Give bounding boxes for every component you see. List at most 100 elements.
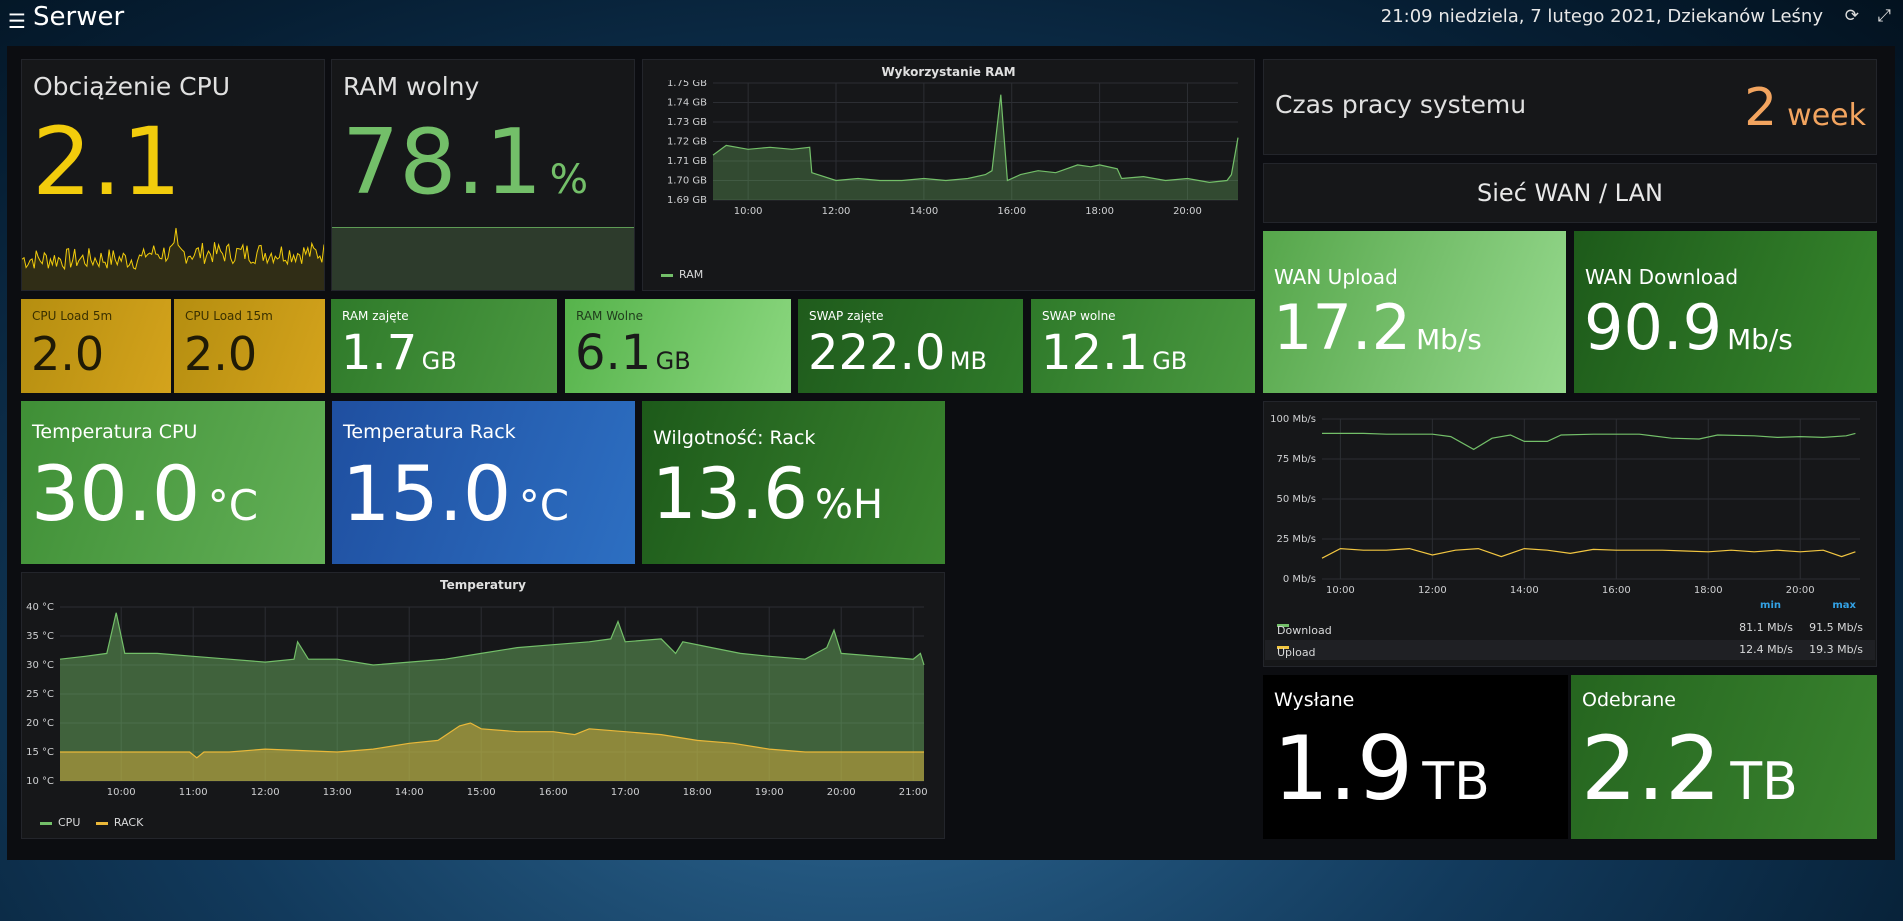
ram-free-gb-value: 6.1 GB xyxy=(575,325,691,381)
wan-download-panel[interactable]: WAN Download 90.9 Mb/s xyxy=(1574,231,1877,393)
temp-cpu-value: 30.0 °C xyxy=(31,449,258,538)
uptime-panel[interactable]: Czas pracy systemu 2 week xyxy=(1263,59,1877,155)
temp-line-cpu xyxy=(59,612,925,666)
swap-used-unit: MB xyxy=(949,347,987,375)
ram-ytick-label: 1.75 GB xyxy=(667,80,707,89)
ram-line-ram xyxy=(712,94,1239,184)
received-value: 2.2 TB xyxy=(1581,717,1798,820)
wan-download-value: 90.9 Mb/s xyxy=(1584,291,1793,364)
ram-ytick-label: 1.71 GB xyxy=(667,156,707,167)
network-xtick-label: 16:00 xyxy=(1602,585,1631,596)
ram-free-unit: % xyxy=(549,155,589,203)
temp-ytick-label: 35 °C xyxy=(26,631,54,642)
temp-ytick-label: 25 °C xyxy=(26,689,54,700)
legend-min-header[interactable]: min xyxy=(1760,600,1781,611)
temp-cpu-panel[interactable]: Temperatura CPU 30.0 °C xyxy=(21,401,325,564)
sent-value: 1.9 TB xyxy=(1273,717,1490,820)
temp-xtick-label: 21:00 xyxy=(899,787,928,798)
temp-cpu-number: 30.0 xyxy=(31,449,201,538)
ram-usage-legend-item[interactable]: RAM xyxy=(661,268,703,281)
humidity-rack-value: 13.6 %H xyxy=(652,453,883,535)
temperatures-legend: CPU RACK xyxy=(40,816,143,829)
swap-free-panel[interactable]: SWAP wolne 12.1 GB xyxy=(1031,299,1255,393)
temp-cpu-title: Temperatura CPU xyxy=(32,421,198,443)
network-header-panel: Sieć WAN / LAN xyxy=(1263,163,1877,223)
ram-used-value: 1.7 GB xyxy=(341,325,457,381)
ram-used-panel[interactable]: RAM zajęte 1.7 GB xyxy=(331,299,557,393)
network-ytick-label: 25 Mb/s xyxy=(1277,534,1316,545)
network-chart-panel[interactable]: 0 Mb/s 25 Mb/s 50 Mb/s 75 Mb/s 100 Mb/s 10:00… xyxy=(1263,401,1877,667)
wan-upload-panel[interactable]: WAN Upload 17.2 Mb/s xyxy=(1263,231,1566,393)
network-xtick-label: 18:00 xyxy=(1694,585,1723,596)
ram-xtick-label: 12:00 xyxy=(822,206,851,217)
cpu-load-title: Obciążenie CPU xyxy=(33,72,231,101)
uptime-value: 2 week xyxy=(1744,78,1866,138)
sent-title: Wysłane xyxy=(1274,689,1355,711)
temp-xtick-label: 17:00 xyxy=(611,787,640,798)
ram-xtick-label: 20:00 xyxy=(1173,206,1202,217)
ram-ytick-label: 1.74 GB xyxy=(667,98,707,109)
temp-rack-value: 15.0 °C xyxy=(342,449,569,538)
network-ytick-label: 100 Mb/s xyxy=(1270,414,1316,425)
ram-ytick-label: 1.69 GB xyxy=(667,195,707,206)
cpu-load-15m-panel[interactable]: CPU Load 15m 2.0 xyxy=(174,299,325,393)
swap-free-unit: GB xyxy=(1152,347,1188,375)
temp-rack-panel[interactable]: Temperatura Rack 15.0 °C xyxy=(332,401,635,564)
cpu-load-value: 2.1 xyxy=(32,108,182,217)
network-xtick-label: 12:00 xyxy=(1418,585,1447,596)
refresh-icon[interactable]: ⟳ xyxy=(1844,6,1859,26)
wan-upload-title: WAN Upload xyxy=(1274,265,1398,289)
sent-number: 1.9 xyxy=(1273,717,1413,820)
temp-xtick-label: 15:00 xyxy=(467,787,496,798)
legend-row-download[interactable]: Download 81.1 Mb/s 91.5 Mb/s xyxy=(1277,621,1863,637)
temp-area-rack xyxy=(60,723,924,781)
ram-used-title: RAM zajęte xyxy=(342,309,409,323)
swap-free-number: 12.1 xyxy=(1041,325,1148,381)
dashboard-title[interactable]: Serwer xyxy=(33,2,125,32)
uptime-unit: week xyxy=(1787,98,1866,133)
wan-upload-number: 17.2 xyxy=(1273,291,1412,364)
legend-item-rack[interactable]: RACK xyxy=(95,816,143,829)
temperatures-chart: 10 °C 15 °C 20 °C 25 °C 30 °C 35 °C 40 °C 10:00… xyxy=(26,602,928,798)
legend-max-header[interactable]: max xyxy=(1832,600,1856,611)
network-header-title: Sieć WAN / LAN xyxy=(1477,179,1663,207)
ram-xtick-label: 16:00 xyxy=(997,206,1026,217)
temp-ytick-label: 10 °C xyxy=(26,776,54,787)
legend-item-cpu[interactable]: CPU xyxy=(40,816,80,829)
sent-panel[interactable]: Wysłane 1.9 TB xyxy=(1263,675,1568,839)
ram-free-gb-panel[interactable]: RAM Wolne 6.1 GB xyxy=(565,299,791,393)
received-title: Odebrane xyxy=(1582,689,1676,711)
ram-usage-chart-panel[interactable]: Wykorzystanie RAM 1.69 GB 1.70 GB 1.71 GB 1… xyxy=(642,59,1255,291)
temperatures-chart-panel[interactable]: Temperatury 10 °C 15 °C 20 °C 25 °C 30 °C 35 … xyxy=(21,572,945,839)
temp-rack-title: Temperatura Rack xyxy=(343,421,516,443)
temperatures-chart-title: Temperatury xyxy=(440,578,526,592)
humidity-rack-panel[interactable]: Wilgotność: Rack 13.6 %H xyxy=(642,401,945,564)
sent-unit: TB xyxy=(1422,752,1490,812)
cpu-sparkline-line xyxy=(22,227,324,271)
swap-used-panel[interactable]: SWAP zajęte 222.0 MB xyxy=(798,299,1023,393)
network-line-download xyxy=(1322,432,1856,451)
wan-download-number: 90.9 xyxy=(1584,291,1723,364)
wan-download-title: WAN Download xyxy=(1585,265,1739,289)
temp-xtick-label: 14:00 xyxy=(395,787,424,798)
network-legend-table: min max Download 81.1 Mb/s 91.5 Mb/s Upl… xyxy=(1264,600,1876,666)
legend-row-upload[interactable]: Upload 12.4 Mb/s 19.3 Mb/s xyxy=(1265,640,1875,660)
cpu-load-15m-value: 2.0 xyxy=(184,327,258,381)
ram-free-panel[interactable]: RAM wolny 78.1% xyxy=(331,59,635,291)
expand-icon[interactable]: ⤢ xyxy=(1877,6,1891,26)
ram-ytick-label: 1.70 GB xyxy=(667,176,707,187)
cpu-load-5m-panel[interactable]: CPU Load 5m 2.0 xyxy=(21,299,171,393)
temp-xtick-label: 18:00 xyxy=(683,787,712,798)
received-panel[interactable]: Odebrane 2.2 TB xyxy=(1571,675,1877,839)
temp-rack-unit: °C xyxy=(518,481,570,530)
cpu-load-panel[interactable]: Obciążenie CPU 2.1 xyxy=(21,59,325,291)
temp-xtick-label: 10:00 xyxy=(107,787,136,798)
ram-xtick-label: 14:00 xyxy=(909,206,938,217)
uptime-number: 2 xyxy=(1744,78,1778,138)
temp-line-rack xyxy=(60,722,924,759)
hamburger-menu-icon[interactable]: ☰ xyxy=(8,9,26,33)
swap-free-value: 12.1 GB xyxy=(1041,325,1187,381)
ram-free-gb-title: RAM Wolne xyxy=(576,309,644,323)
temp-ytick-label: 30 °C xyxy=(26,660,54,671)
uptime-title: Czas pracy systemu xyxy=(1275,90,1527,119)
